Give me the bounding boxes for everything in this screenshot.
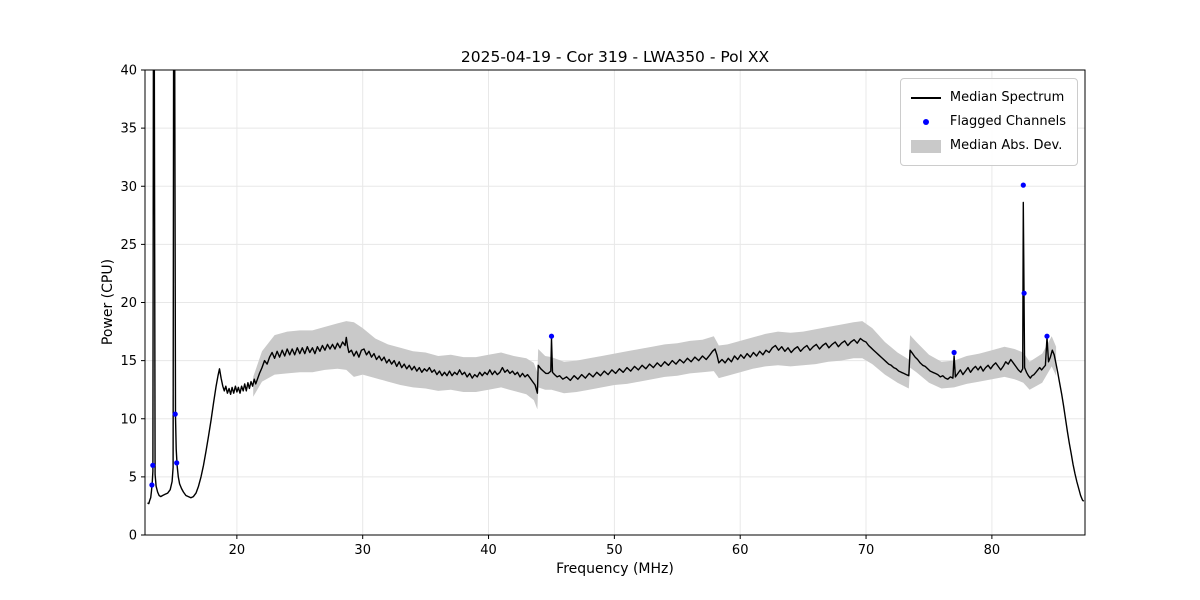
- legend-label-median: Median Spectrum: [949, 90, 1065, 105]
- flagged-channel-dot: [1044, 333, 1050, 339]
- y-tick-label: 15: [120, 354, 137, 369]
- y-tick-label: 30: [120, 180, 137, 195]
- flagged-channel-dot: [1021, 290, 1027, 296]
- legend-item-flagged: Flagged Channels: [910, 110, 1066, 134]
- median-spectrum-line: [147, 70, 1085, 505]
- x-tick-label: 40: [480, 543, 497, 558]
- x-tick-label: 20: [229, 543, 246, 558]
- plot-title: 2025-04-19 - Cor 319 - LWA350 - Pol XX: [460, 48, 770, 66]
- x-tick-label: 70: [858, 543, 875, 558]
- flagged-channel-dot: [150, 462, 156, 468]
- flagged-channel-dot: [1020, 182, 1026, 188]
- y-tick-label: 0: [129, 529, 137, 544]
- flagged-channel-dot: [174, 460, 180, 466]
- median-line-icon: [910, 97, 941, 99]
- y-tick-label: 35: [120, 122, 137, 137]
- x-tick-label: 60: [732, 543, 749, 558]
- x-tick-label: 50: [606, 543, 623, 558]
- legend-item-median: Median Spectrum: [910, 86, 1066, 110]
- flagged-channels: [149, 182, 1050, 488]
- flagged-channel-dot: [548, 333, 555, 339]
- y-tick-label: 10: [120, 412, 137, 427]
- x-tick-label: 80: [984, 543, 1001, 558]
- y-tick-label: 25: [120, 238, 137, 253]
- x-tick-label: 30: [354, 543, 371, 558]
- y-tick-label: 20: [120, 296, 137, 311]
- flagged-channel-dot: [951, 349, 957, 356]
- legend: Median Spectrum Flagged Channels Median …: [899, 78, 1078, 166]
- legend-item-mad: Median Abs. Dev.: [910, 134, 1066, 158]
- x-axis-label: Frequency (MHz): [556, 561, 674, 577]
- flagged-channel-dot: [149, 482, 155, 488]
- y-tick-label: 40: [120, 64, 137, 79]
- flagged-channel-dot: [172, 411, 178, 417]
- mad-band-icon: [910, 139, 941, 153]
- flagged-dot-icon: [922, 119, 929, 125]
- legend-label-mad: Median Abs. Dev.: [949, 138, 1063, 153]
- y-tick-label: 5: [129, 470, 137, 485]
- legend-label-flagged: Flagged Channels: [949, 114, 1066, 129]
